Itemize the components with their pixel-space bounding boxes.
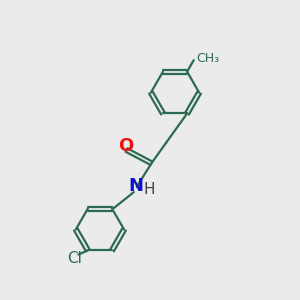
Text: Cl: Cl: [68, 250, 82, 266]
Text: CH₃: CH₃: [196, 52, 219, 65]
Text: O: O: [118, 137, 134, 155]
Text: N: N: [128, 177, 143, 195]
Text: H: H: [143, 182, 155, 197]
